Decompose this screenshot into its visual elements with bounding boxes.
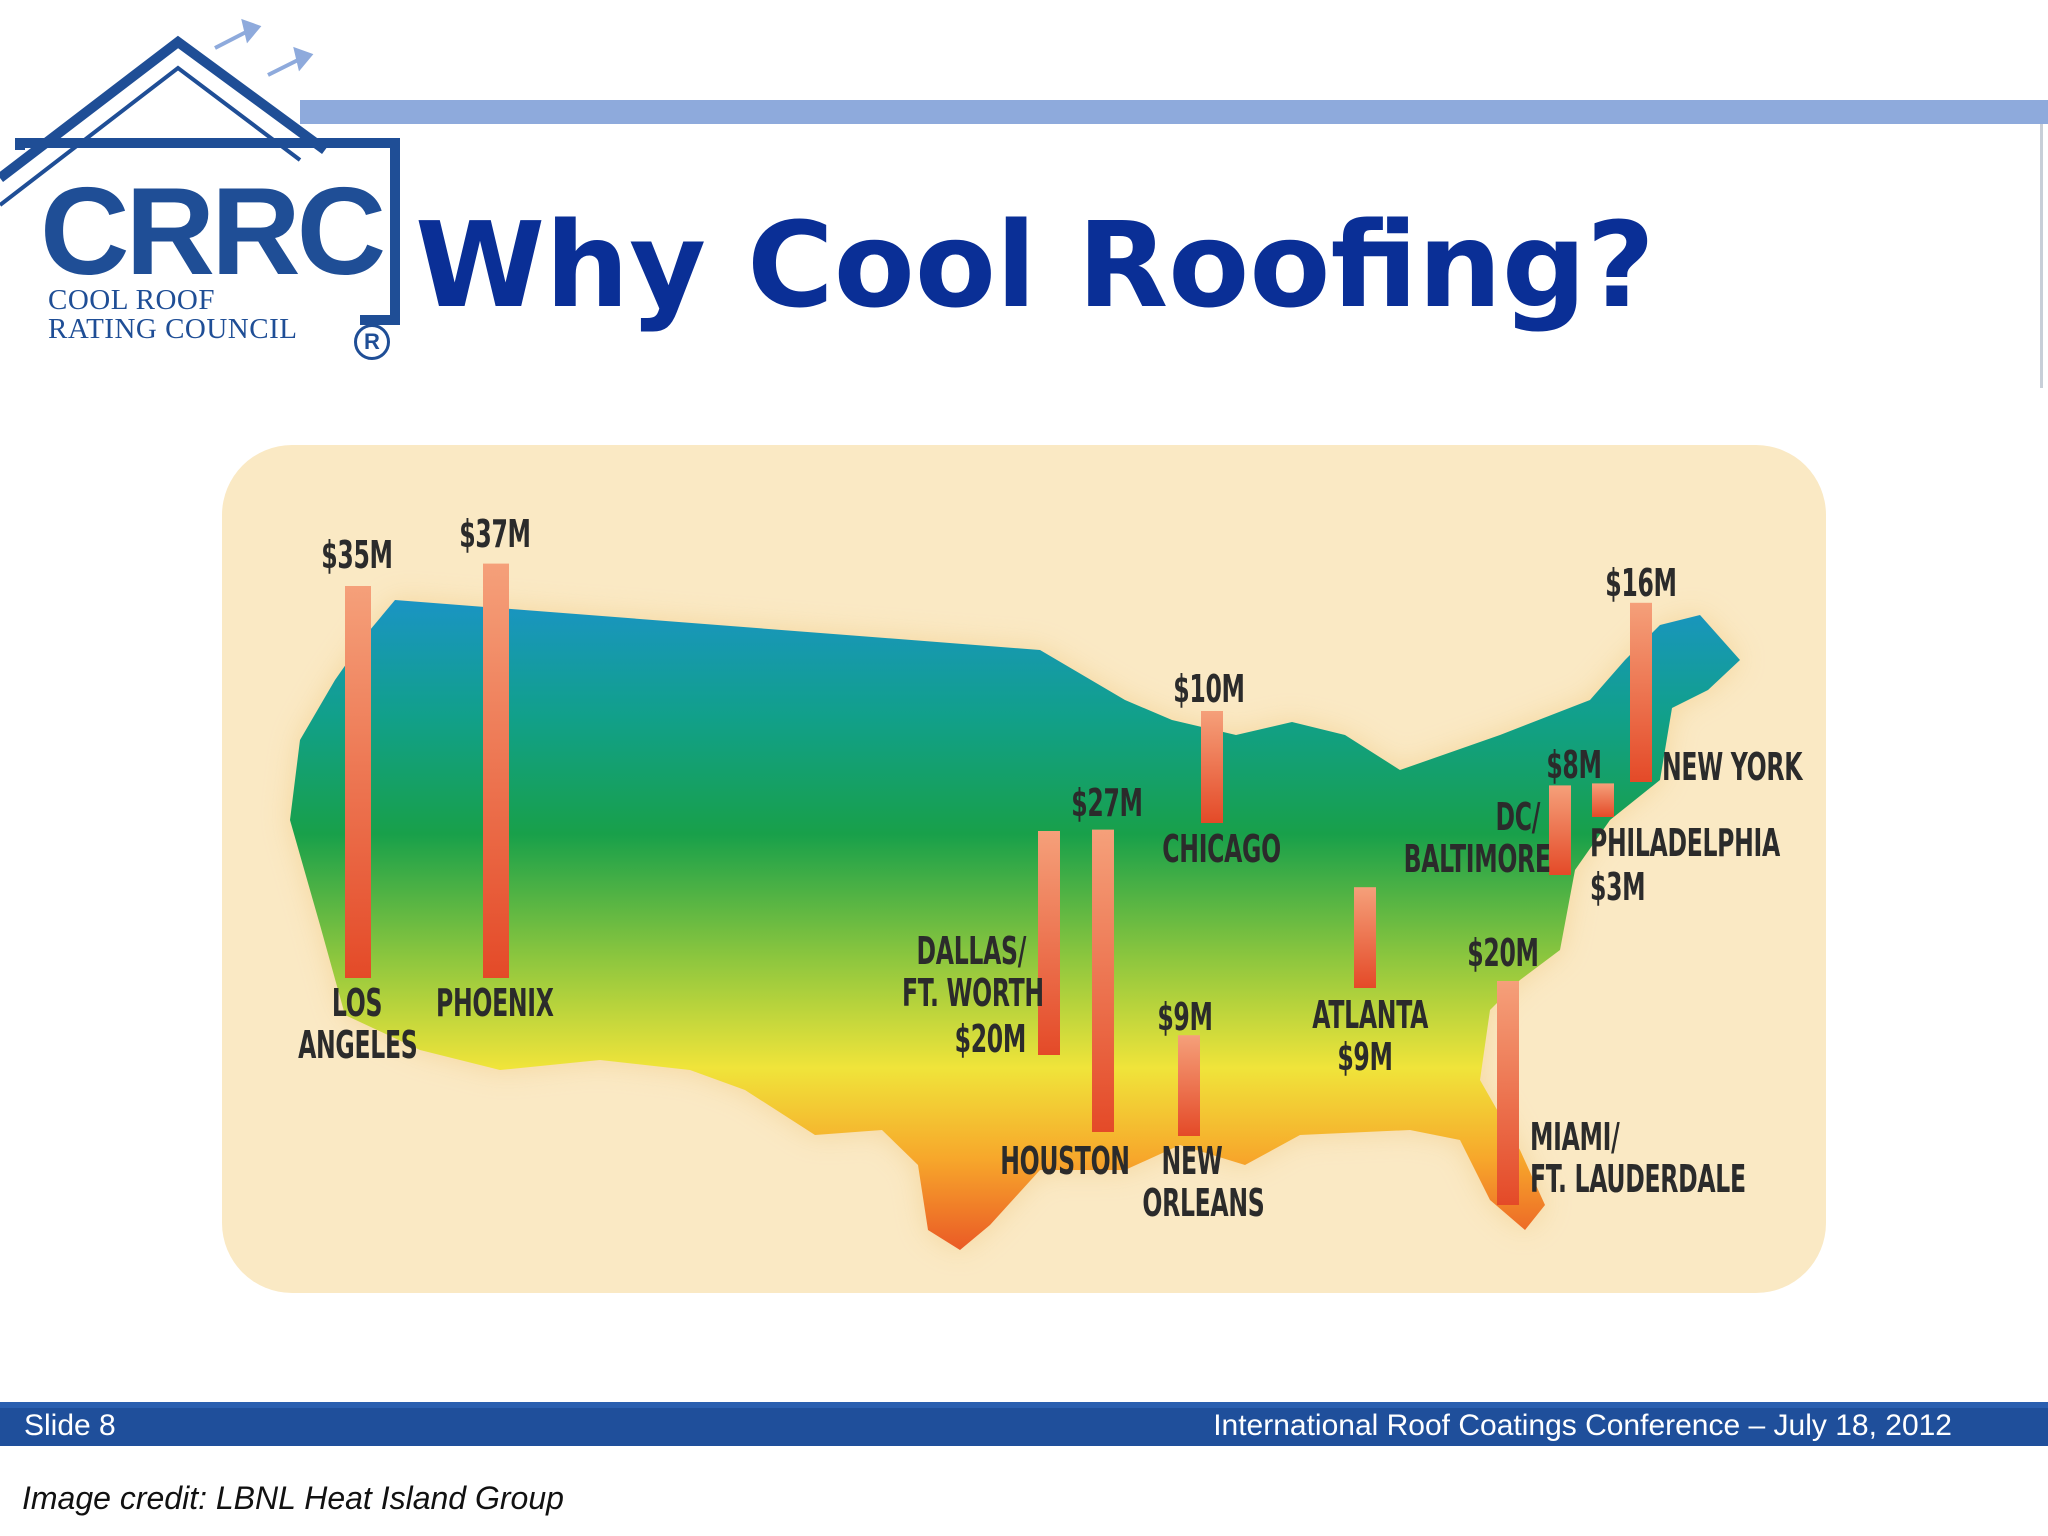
value-phoenix: $37M — [459, 512, 531, 556]
logo-roof-inner — [0, 65, 302, 207]
us-heat-map — [222, 445, 1826, 1293]
conference-label: International Roof Coatings Conference –… — [1213, 1409, 1952, 1442]
city-label-dc-baltimore: DC/BALTIMORE — [1403, 795, 1551, 881]
city-label-new-orleans: NEW ORLEANS — [1142, 1139, 1265, 1225]
city-label-los-angeles: LOS ANGELES — [298, 981, 418, 1067]
crrc-logo — [0, 18, 400, 325]
value-los-angeles: $35M — [321, 533, 393, 577]
savings-bar-miami-ft-lauderdale — [1497, 981, 1519, 1205]
savings-bar-dc-baltimore — [1549, 785, 1571, 875]
value-new-york: $16M — [1605, 561, 1677, 605]
savings-bar-houston — [1092, 829, 1114, 1132]
value-philadelphia: $3M — [1590, 865, 1646, 909]
logo-text-line1: COOL ROOF — [48, 284, 215, 316]
value-miami: $20M — [1467, 931, 1539, 975]
value-chicago: $10M — [1173, 667, 1245, 711]
savings-bar-new-orleans — [1178, 1035, 1200, 1136]
savings-bar-los-angeles — [345, 586, 371, 978]
value-houston: $27M — [1071, 781, 1143, 825]
city-label-dallas: DALLAS/FT. WORTH — [902, 929, 1044, 1015]
savings-bar-new-york — [1630, 602, 1652, 782]
city-label-chicago: CHICAGO — [1162, 827, 1281, 871]
city-label-phoenix: PHOENIX — [436, 981, 554, 1025]
logo-text-line2: RATING COUNCIL — [48, 313, 298, 345]
savings-bar-chicago — [1201, 711, 1223, 823]
value-dc-baltimore: $8M — [1546, 743, 1602, 787]
city-label-miami: MIAMI/FT. LAUDERDALE — [1530, 1115, 1746, 1201]
savings-bar-dallas-ft-worth — [1038, 831, 1060, 1055]
logo-roof-outer — [0, 35, 328, 182]
logo-arrows-icon — [214, 18, 314, 77]
savings-bar-phoenix — [483, 563, 509, 978]
logo-mark: CRRC — [40, 163, 386, 301]
slide-number: Slide 8 — [24, 1409, 116, 1442]
footer-bar — [0, 1402, 2048, 1446]
slide-title: Why Cool Roofing? — [415, 196, 1655, 334]
value-atlanta: $9M — [1337, 1035, 1393, 1079]
value-new-orleans: $9M — [1157, 995, 1213, 1039]
savings-bar-philadelphia — [1592, 783, 1614, 817]
savings-bars — [345, 563, 1652, 1205]
header-rule-edge — [2040, 124, 2043, 388]
savings-bar-atlanta — [1354, 887, 1376, 988]
city-label-houston: HOUSTON — [1000, 1139, 1130, 1183]
city-label-philadelphia: PHILADELPHIA — [1590, 821, 1780, 865]
header-rule — [300, 100, 2048, 124]
city-label-atlanta: ATLANTA — [1312, 993, 1429, 1037]
logo-house-walls — [15, 138, 400, 325]
city-label-new-york: NEW YORK — [1662, 745, 1803, 789]
registered-mark: R — [354, 324, 390, 360]
image-credit: Image credit: LBNL Heat Island Group — [22, 1480, 564, 1516]
value-dallas: $20M — [954, 1017, 1027, 1061]
us-map — [290, 600, 1740, 1250]
